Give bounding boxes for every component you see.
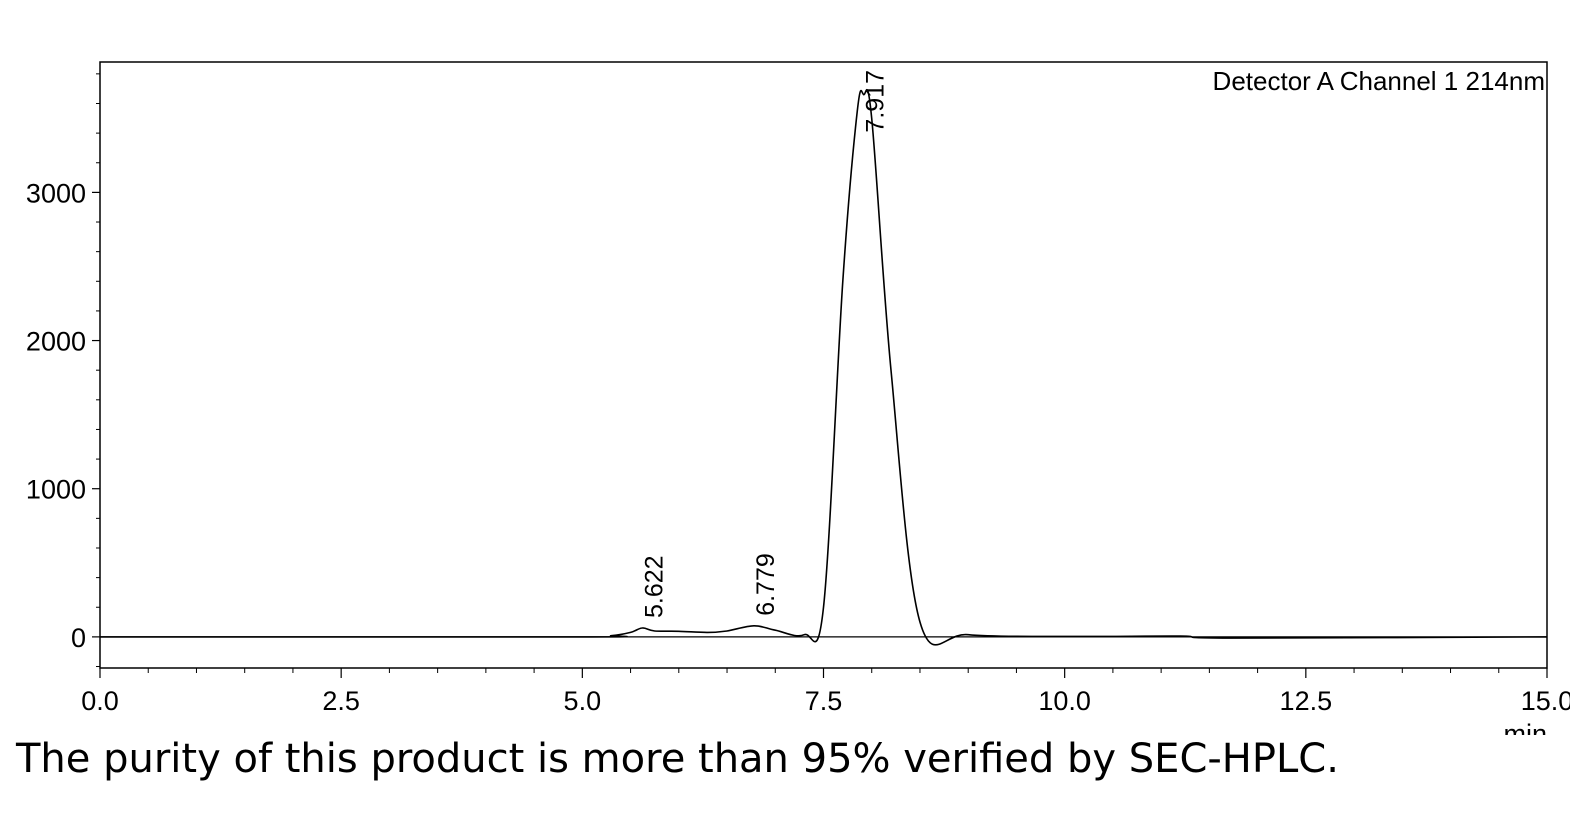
peak-label: 7.917 [862,70,890,133]
y-tick-label: 3000 [26,178,86,208]
y-tick-label: 0 [71,623,86,653]
x-axis-label: min [1503,719,1547,735]
legend-detector-channel: Detector A Channel 1 214nm [1213,66,1545,96]
x-tick-label: 7.5 [805,686,843,716]
x-tick-label: 2.5 [322,686,360,716]
x-tick-label: 10.0 [1038,686,1091,716]
peak-labels: 5.622 6.779 7.917 [640,70,889,618]
peak-label: 6.779 [752,553,780,616]
peak-label: 5.622 [640,555,668,618]
y-tick-label: 2000 [26,327,86,357]
x-tick-label: 15.0 [1521,686,1570,716]
purity-caption: The purity of this product is more than … [16,736,1339,782]
y-tick-label: 1000 [26,475,86,505]
x-tick-label: 0.0 [81,686,119,716]
x-axis: 0.0 2.5 5.0 7.5 10.0 12.5 15.0 [81,668,1570,716]
x-tick-label: 5.0 [564,686,602,716]
chromatogram-trace [99,89,1548,646]
x-tick-label: 12.5 [1280,686,1333,716]
plot-area-border [99,61,1548,669]
chromatogram-chart: 0 1000 2000 3000 0.0 2.5 5.0 7.5 10.0 12.5 15.0 5… [26,61,1570,735]
y-axis: 0 1000 2000 3000 [26,73,100,668]
